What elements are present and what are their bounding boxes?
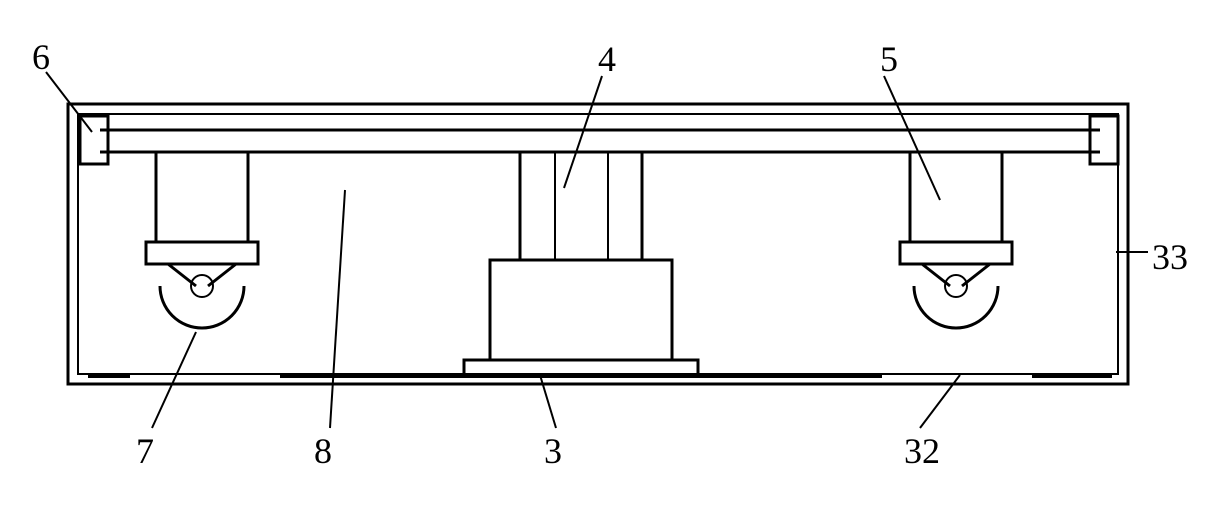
callout-8: 8 [314, 430, 332, 472]
callout-7: 7 [136, 430, 154, 472]
callout-6: 6 [32, 36, 50, 78]
callout-3: 3 [544, 430, 562, 472]
callout-33: 33 [1152, 236, 1188, 278]
callout-4: 4 [598, 38, 616, 80]
callout-32: 32 [904, 430, 940, 472]
callout-5: 5 [880, 38, 898, 80]
